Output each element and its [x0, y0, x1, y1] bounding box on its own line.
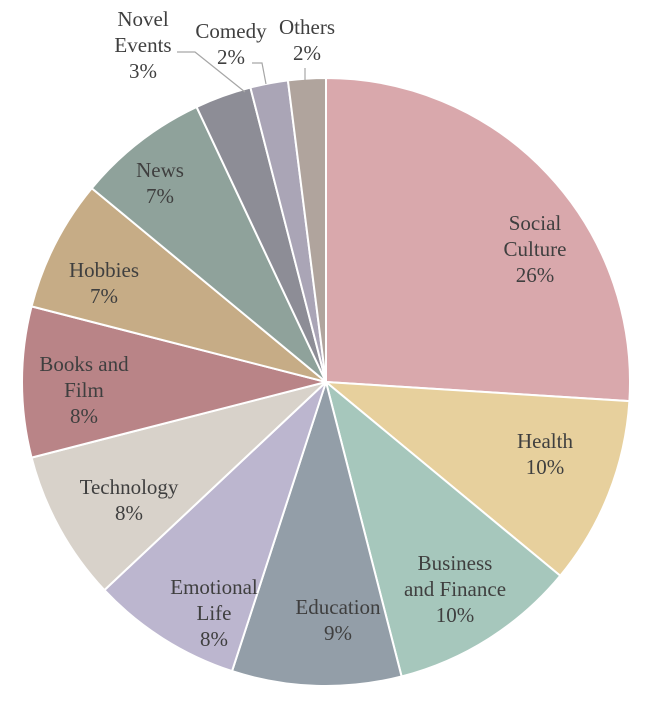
slice-label-social-culture: Social Culture 26% — [504, 211, 567, 287]
pie-slice-education — [230, 378, 403, 687]
pie-slices — [21, 76, 631, 687]
slice-label-emotional-life: Emotional Life 8% — [170, 575, 258, 651]
slice-label-comedy: Comedy 2% — [195, 19, 267, 69]
pie-slice-emotional-life — [102, 381, 327, 673]
slice-label-business-and-finance: Business and Finance 10% — [404, 551, 506, 627]
slice-label-others: Others 2% — [279, 15, 335, 65]
slice-label-hobbies: Hobbies 7% — [69, 258, 139, 308]
leader-line-comedy — [252, 62, 267, 85]
slice-label-books-and-film: Books and Film 8% — [39, 352, 129, 428]
leader-line-novel-events — [177, 51, 246, 93]
pie-slice-social-culture — [325, 76, 631, 403]
pie-slice-others — [286, 76, 327, 383]
slice-label-education: Education 9% — [295, 595, 381, 645]
slice-label-novel-events: Novel Events 3% — [114, 7, 171, 83]
pie-slice-business-and-finance — [324, 379, 562, 678]
pie-slice-technology — [30, 381, 327, 592]
pie-slice-health — [322, 380, 631, 578]
slice-label-technology: Technology 8% — [80, 475, 179, 525]
leader-lines — [177, 51, 306, 93]
pie-slice-books-and-film — [21, 305, 327, 459]
slice-label-news: News 7% — [136, 158, 184, 208]
slice-label-health: Health 10% — [517, 429, 573, 479]
slice-labels: Social Culture 26% Health 10% Business and Fin… — [39, 7, 573, 651]
pie-slice-hobbies — [30, 186, 327, 383]
pie-slice-news — [90, 105, 327, 383]
